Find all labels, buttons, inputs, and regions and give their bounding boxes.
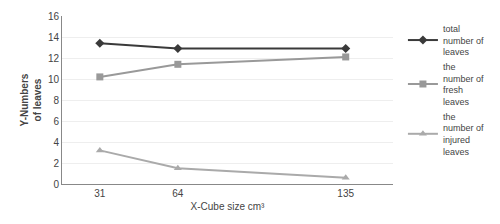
svg-text:2: 2: [53, 158, 59, 169]
svg-text:16: 16: [48, 11, 60, 22]
svg-text:4: 4: [53, 137, 59, 148]
svg-text:12: 12: [48, 53, 60, 64]
svg-text:8: 8: [53, 95, 59, 106]
svg-text:Y-Numbersof leaves: Y-Numbersof leaves: [19, 73, 43, 126]
svg-text:14: 14: [48, 32, 60, 43]
svg-text:6: 6: [53, 116, 59, 127]
svg-text:totalnumber ofleaves: totalnumber ofleaves: [443, 24, 484, 57]
svg-text:0: 0: [53, 179, 59, 190]
svg-text:thenumber offreshleaves: thenumber offreshleaves: [443, 62, 484, 107]
svg-text:31: 31: [94, 188, 106, 199]
svg-text:10: 10: [48, 74, 60, 85]
svg-text:X-Cube size cm³: X-Cube size cm³: [191, 201, 266, 212]
svg-text:thenumber ofinjuredleaves: thenumber ofinjuredleaves: [443, 112, 484, 157]
svg-text:135: 135: [337, 188, 354, 199]
svg-text:64: 64: [172, 188, 184, 199]
